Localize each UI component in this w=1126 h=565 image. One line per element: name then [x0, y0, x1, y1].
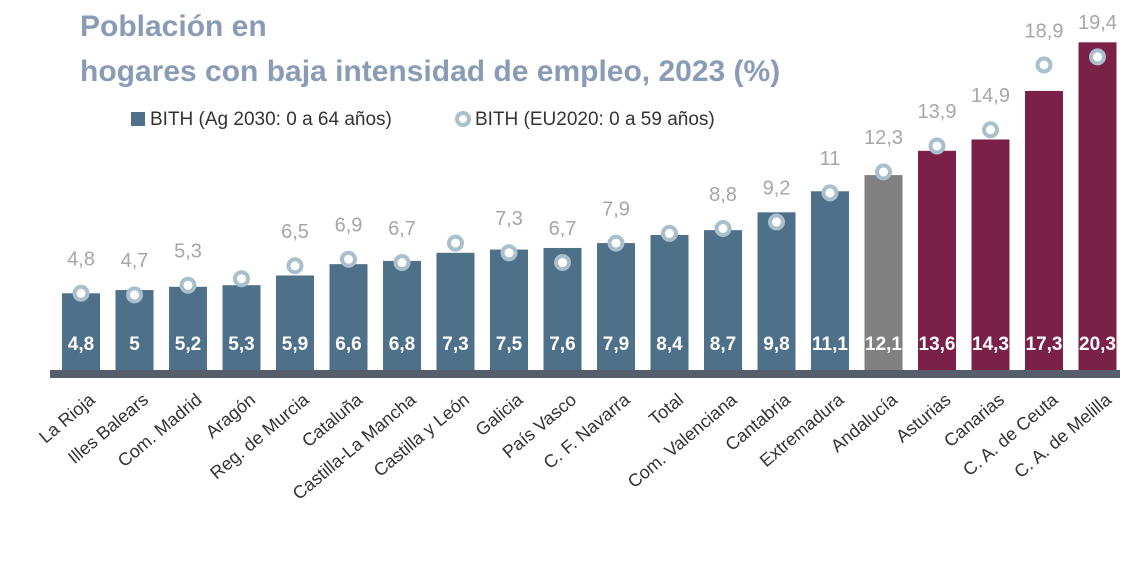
point-value-label: 19,4 — [1078, 12, 1117, 34]
legend-swatch — [131, 112, 145, 126]
bar — [115, 290, 154, 371]
bar — [276, 275, 314, 371]
bar-value-label: 6,8 — [389, 334, 415, 355]
point-value-label: 12,3 — [864, 127, 903, 149]
point-value-label: 18,9 — [1025, 20, 1064, 42]
legend-label: BITH (EU2020: 0 a 59 años) — [475, 109, 715, 130]
point — [928, 137, 946, 155]
point — [286, 257, 304, 275]
bar-value-label: 20,3 — [1079, 334, 1116, 355]
point-value-label: 7,3 — [495, 208, 523, 230]
point-value-label: 5,3 — [174, 240, 202, 262]
bar — [864, 175, 903, 371]
point-value-label: 6,5 — [281, 221, 309, 243]
bar-value-label: 14,3 — [972, 334, 1009, 355]
x-tick-label: C. A. de Melilla — [1010, 389, 1116, 482]
bar — [1025, 90, 1063, 372]
bar-value-label: 11,1 — [812, 334, 848, 355]
point — [179, 276, 197, 294]
point — [447, 234, 464, 252]
bar — [62, 293, 100, 371]
point-value-label: 4,7 — [121, 250, 149, 272]
bar-value-label: 7,3 — [442, 334, 468, 355]
point-value-label: 13,9 — [918, 101, 957, 123]
x-tick-label: Total — [645, 389, 687, 429]
bar — [918, 150, 956, 371]
point — [714, 220, 732, 238]
bar-value-label: 4,8 — [68, 334, 94, 355]
chart-title: hogares con baja intensidad de empleo, 2… — [80, 55, 780, 88]
bar — [1078, 42, 1117, 371]
bar-value-label: 12,1 — [865, 334, 902, 355]
bar — [329, 264, 368, 371]
point — [661, 224, 678, 242]
point — [554, 254, 571, 272]
point — [875, 163, 892, 181]
point — [607, 234, 625, 252]
point — [340, 250, 357, 268]
bar — [169, 286, 207, 371]
point-value-label: 6,7 — [549, 218, 577, 240]
bar — [971, 139, 1010, 371]
bar — [757, 212, 796, 371]
bar-value-label: 5,3 — [228, 334, 254, 355]
point-value-label: 6,9 — [335, 215, 363, 237]
bar-value-label: 7,9 — [603, 334, 629, 355]
bar-value-label: 8,4 — [656, 334, 683, 355]
point — [821, 184, 839, 202]
point-value-label: 11 — [820, 148, 841, 170]
bar-value-label: 7,5 — [496, 334, 523, 355]
point — [768, 213, 785, 231]
x-tick-label: Castilla y León — [370, 389, 473, 480]
bar — [436, 252, 475, 371]
point-value-label: 9,2 — [763, 177, 791, 199]
legend-swatch — [455, 111, 471, 127]
bar-value-label: 17,3 — [1026, 334, 1063, 355]
bar — [222, 285, 261, 371]
point — [1035, 56, 1053, 74]
chart-title: Población en — [80, 10, 267, 43]
bar — [650, 235, 689, 371]
legend-label: BITH (Ag 2030: 0 a 64 años) — [150, 109, 392, 130]
bar-value-label: 7,6 — [549, 334, 575, 355]
bar-value-label: 13,6 — [919, 334, 956, 355]
baseline — [50, 370, 1120, 378]
point-value-label: 6,7 — [388, 218, 416, 240]
bar-value-label: 5 — [129, 334, 140, 355]
bar — [704, 230, 742, 371]
bar — [383, 260, 421, 371]
bar-value-label: 5,9 — [282, 334, 308, 355]
bar — [811, 191, 849, 371]
point — [126, 286, 143, 304]
point — [500, 244, 518, 262]
bar-value-label: 5,2 — [175, 334, 201, 355]
bar-value-label: 6,6 — [335, 334, 361, 355]
bar — [597, 243, 635, 371]
point — [72, 284, 90, 302]
bar-value-label: 9,8 — [763, 334, 789, 355]
point-value-label: 14,9 — [971, 85, 1010, 107]
point — [1089, 48, 1106, 66]
bar-value-label: 8,7 — [710, 334, 736, 355]
point-value-label: 4,8 — [67, 249, 95, 271]
point-value-label: 8,8 — [709, 184, 737, 206]
point — [393, 254, 411, 272]
bar — [490, 249, 528, 371]
point — [233, 270, 250, 288]
point — [982, 121, 999, 139]
point-value-label: 7,9 — [602, 198, 630, 220]
